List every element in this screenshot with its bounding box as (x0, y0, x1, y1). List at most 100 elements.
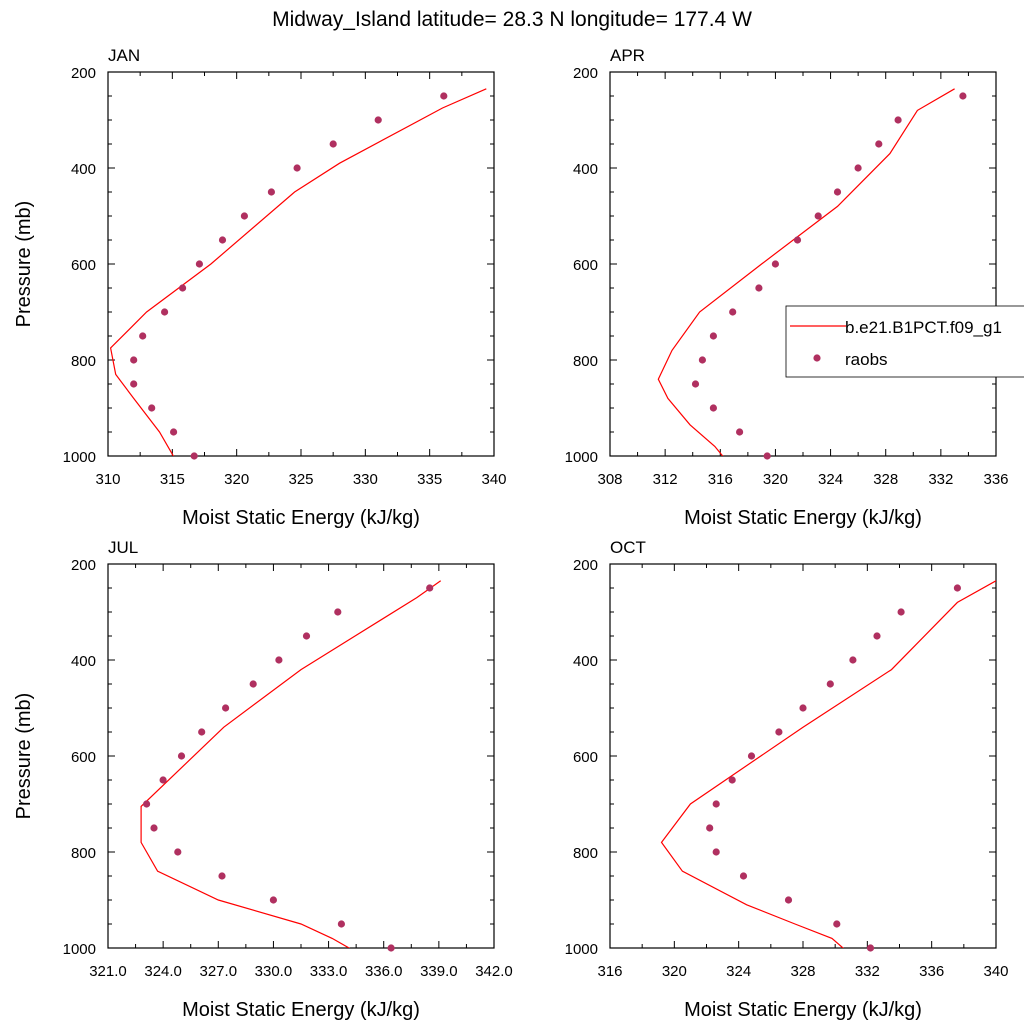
raobs-point-jan (374, 116, 382, 124)
y-axis-title-jul: Pressure (mb) (13, 693, 35, 820)
raobs-point-apr (755, 284, 763, 292)
raobs-point-oct (706, 824, 714, 832)
raobs-point-oct (799, 704, 807, 712)
x-tick-label-apr: 324 (818, 471, 843, 488)
raobs-point-oct (897, 608, 905, 616)
raobs-point-apr (959, 92, 967, 100)
panel-jul: 200 400 600 800 1000 321.0 324.0 327.0 330.0 333.… (13, 538, 513, 1021)
y-axis-title-jan: Pressure (mb) (13, 201, 35, 328)
raobs-point-jan (190, 452, 198, 460)
y-tick-label-jan: 800 (71, 353, 96, 370)
raobs-point-oct (775, 728, 783, 736)
x-tick-label-jul: 342.0 (475, 963, 513, 980)
model-line-jan (109, 88, 487, 456)
x-tick-label-oct: 316 (597, 963, 622, 980)
raobs-point-jul (174, 848, 182, 856)
x-axis-title-apr: Moist Static Energy (kJ/kg) (684, 507, 922, 529)
raobs-point-oct (866, 944, 875, 952)
x-tick-label-jul: 327.0 (200, 963, 238, 980)
raobs-point-apr (709, 332, 718, 340)
model-line-apr (657, 88, 955, 456)
raobs-point-oct (826, 680, 834, 688)
x-tick-label-apr: 308 (597, 471, 622, 488)
raobs-point-apr (698, 356, 707, 364)
y-tick-label-apr: 600 (573, 257, 598, 274)
y-tick-label-jul: 600 (71, 749, 96, 766)
x-tick-label-jan: 315 (160, 471, 185, 488)
model-line-oct (660, 580, 996, 948)
raobs-point-jul (275, 656, 283, 664)
raobs-point-apr (736, 428, 744, 436)
y-tick-label-jul: 1000 (63, 941, 96, 958)
y-tick-label-apr: 1000 (565, 449, 598, 466)
raobs-point-apr (854, 164, 862, 172)
x-tick-label-jul: 324.0 (144, 963, 182, 980)
raobs-point-jul (387, 944, 395, 952)
y-tick-label-jul: 200 (71, 557, 96, 574)
x-tick-label-oct: 328 (790, 963, 815, 980)
raobs-point-jul (269, 896, 277, 904)
panel-label-jan: JAN (108, 46, 140, 65)
raobs-point-apr (729, 308, 737, 316)
raobs-point-jul (249, 680, 257, 688)
raobs-point-jan (440, 92, 448, 100)
y-tick-label-jan: 400 (71, 161, 96, 178)
raobs-point-apr (709, 404, 718, 412)
raobs-point-oct (739, 872, 748, 880)
panel-label-jul: JUL (108, 538, 138, 557)
x-tick-label-jul: 330.0 (255, 963, 293, 980)
x-tick-label-apr: 332 (928, 471, 953, 488)
y-tick-label-oct: 200 (573, 557, 598, 574)
panel-jan: 200 400 600 800 1000 310 315 320 325 330 335 340 JAN… (13, 46, 507, 529)
raobs-point-jul (426, 584, 434, 592)
raobs-point-oct (712, 800, 720, 808)
x-tick-label-jan: 335 (417, 471, 442, 488)
figure-title: Midway_Island latitude= 28.3 N longitude… (272, 8, 752, 31)
x-axis-title-oct: Moist Static Energy (kJ/kg) (684, 999, 922, 1021)
y-tick-label-apr: 400 (573, 161, 598, 178)
x-tick-label-oct: 332 (855, 963, 880, 980)
raobs-point-apr (763, 452, 771, 460)
raobs-point-jan (139, 332, 147, 340)
raobs-point-jul (218, 872, 226, 880)
raobs-point-jan (293, 164, 301, 172)
chart-panels: 200 400 600 800 1000 310 315 320 325 330 335 340 JAN… (13, 46, 1009, 1021)
x-tick-label-apr: 316 (708, 471, 733, 488)
x-tick-label-jan: 325 (288, 471, 313, 488)
panel-oct: 200 400 600 800 1000 316 320 324 328 332 336 340 OCT… (565, 538, 1009, 1021)
y-tick-label-oct: 800 (573, 845, 598, 862)
raobs-point-jan (329, 140, 337, 148)
x-tick-label-apr: 336 (983, 471, 1008, 488)
legend-box (785, 305, 1024, 378)
y-tick-label-oct: 600 (573, 749, 598, 766)
raobs-point-oct (873, 632, 881, 640)
raobs-point-jan (267, 188, 275, 196)
legend-label-model: b.e21.B1PCT.f09_g1 (845, 318, 1002, 337)
y-tick-label-jul: 800 (71, 845, 96, 862)
raobs-point-jan (179, 284, 187, 292)
raobs-point-jul (302, 632, 311, 640)
raobs-point-jan (161, 308, 169, 316)
y-tick-label-jan: 1000 (63, 449, 96, 466)
x-axis-title-jul: Moist Static Energy (kJ/kg) (182, 999, 420, 1021)
raobs-point-apr (814, 212, 822, 220)
x-tick-label-apr: 320 (763, 471, 788, 488)
raobs-point-jan (170, 428, 178, 436)
raobs-point-jul (334, 608, 342, 616)
y-tick-label-apr: 800 (573, 353, 598, 370)
raobs-point-jul (150, 824, 158, 832)
x-tick-label-jul: 321.0 (89, 963, 127, 980)
x-tick-label-apr: 328 (873, 471, 898, 488)
raobs-point-jul (198, 728, 206, 736)
legend: b.e21.B1PCT.f09_g1 raobs (785, 305, 1024, 378)
raobs-point-jan (148, 404, 156, 412)
y-tick-label-jan: 600 (71, 257, 96, 274)
panel-apr: 200 400 600 800 1000 308 312 316 320 324 328 332 336… (565, 46, 1009, 529)
raobs-point-apr (875, 140, 883, 148)
y-tick-label-jul: 400 (71, 653, 96, 670)
raobs-point-oct (747, 752, 756, 760)
raobs-point-jan (130, 380, 138, 388)
raobs-point-oct (784, 896, 793, 904)
